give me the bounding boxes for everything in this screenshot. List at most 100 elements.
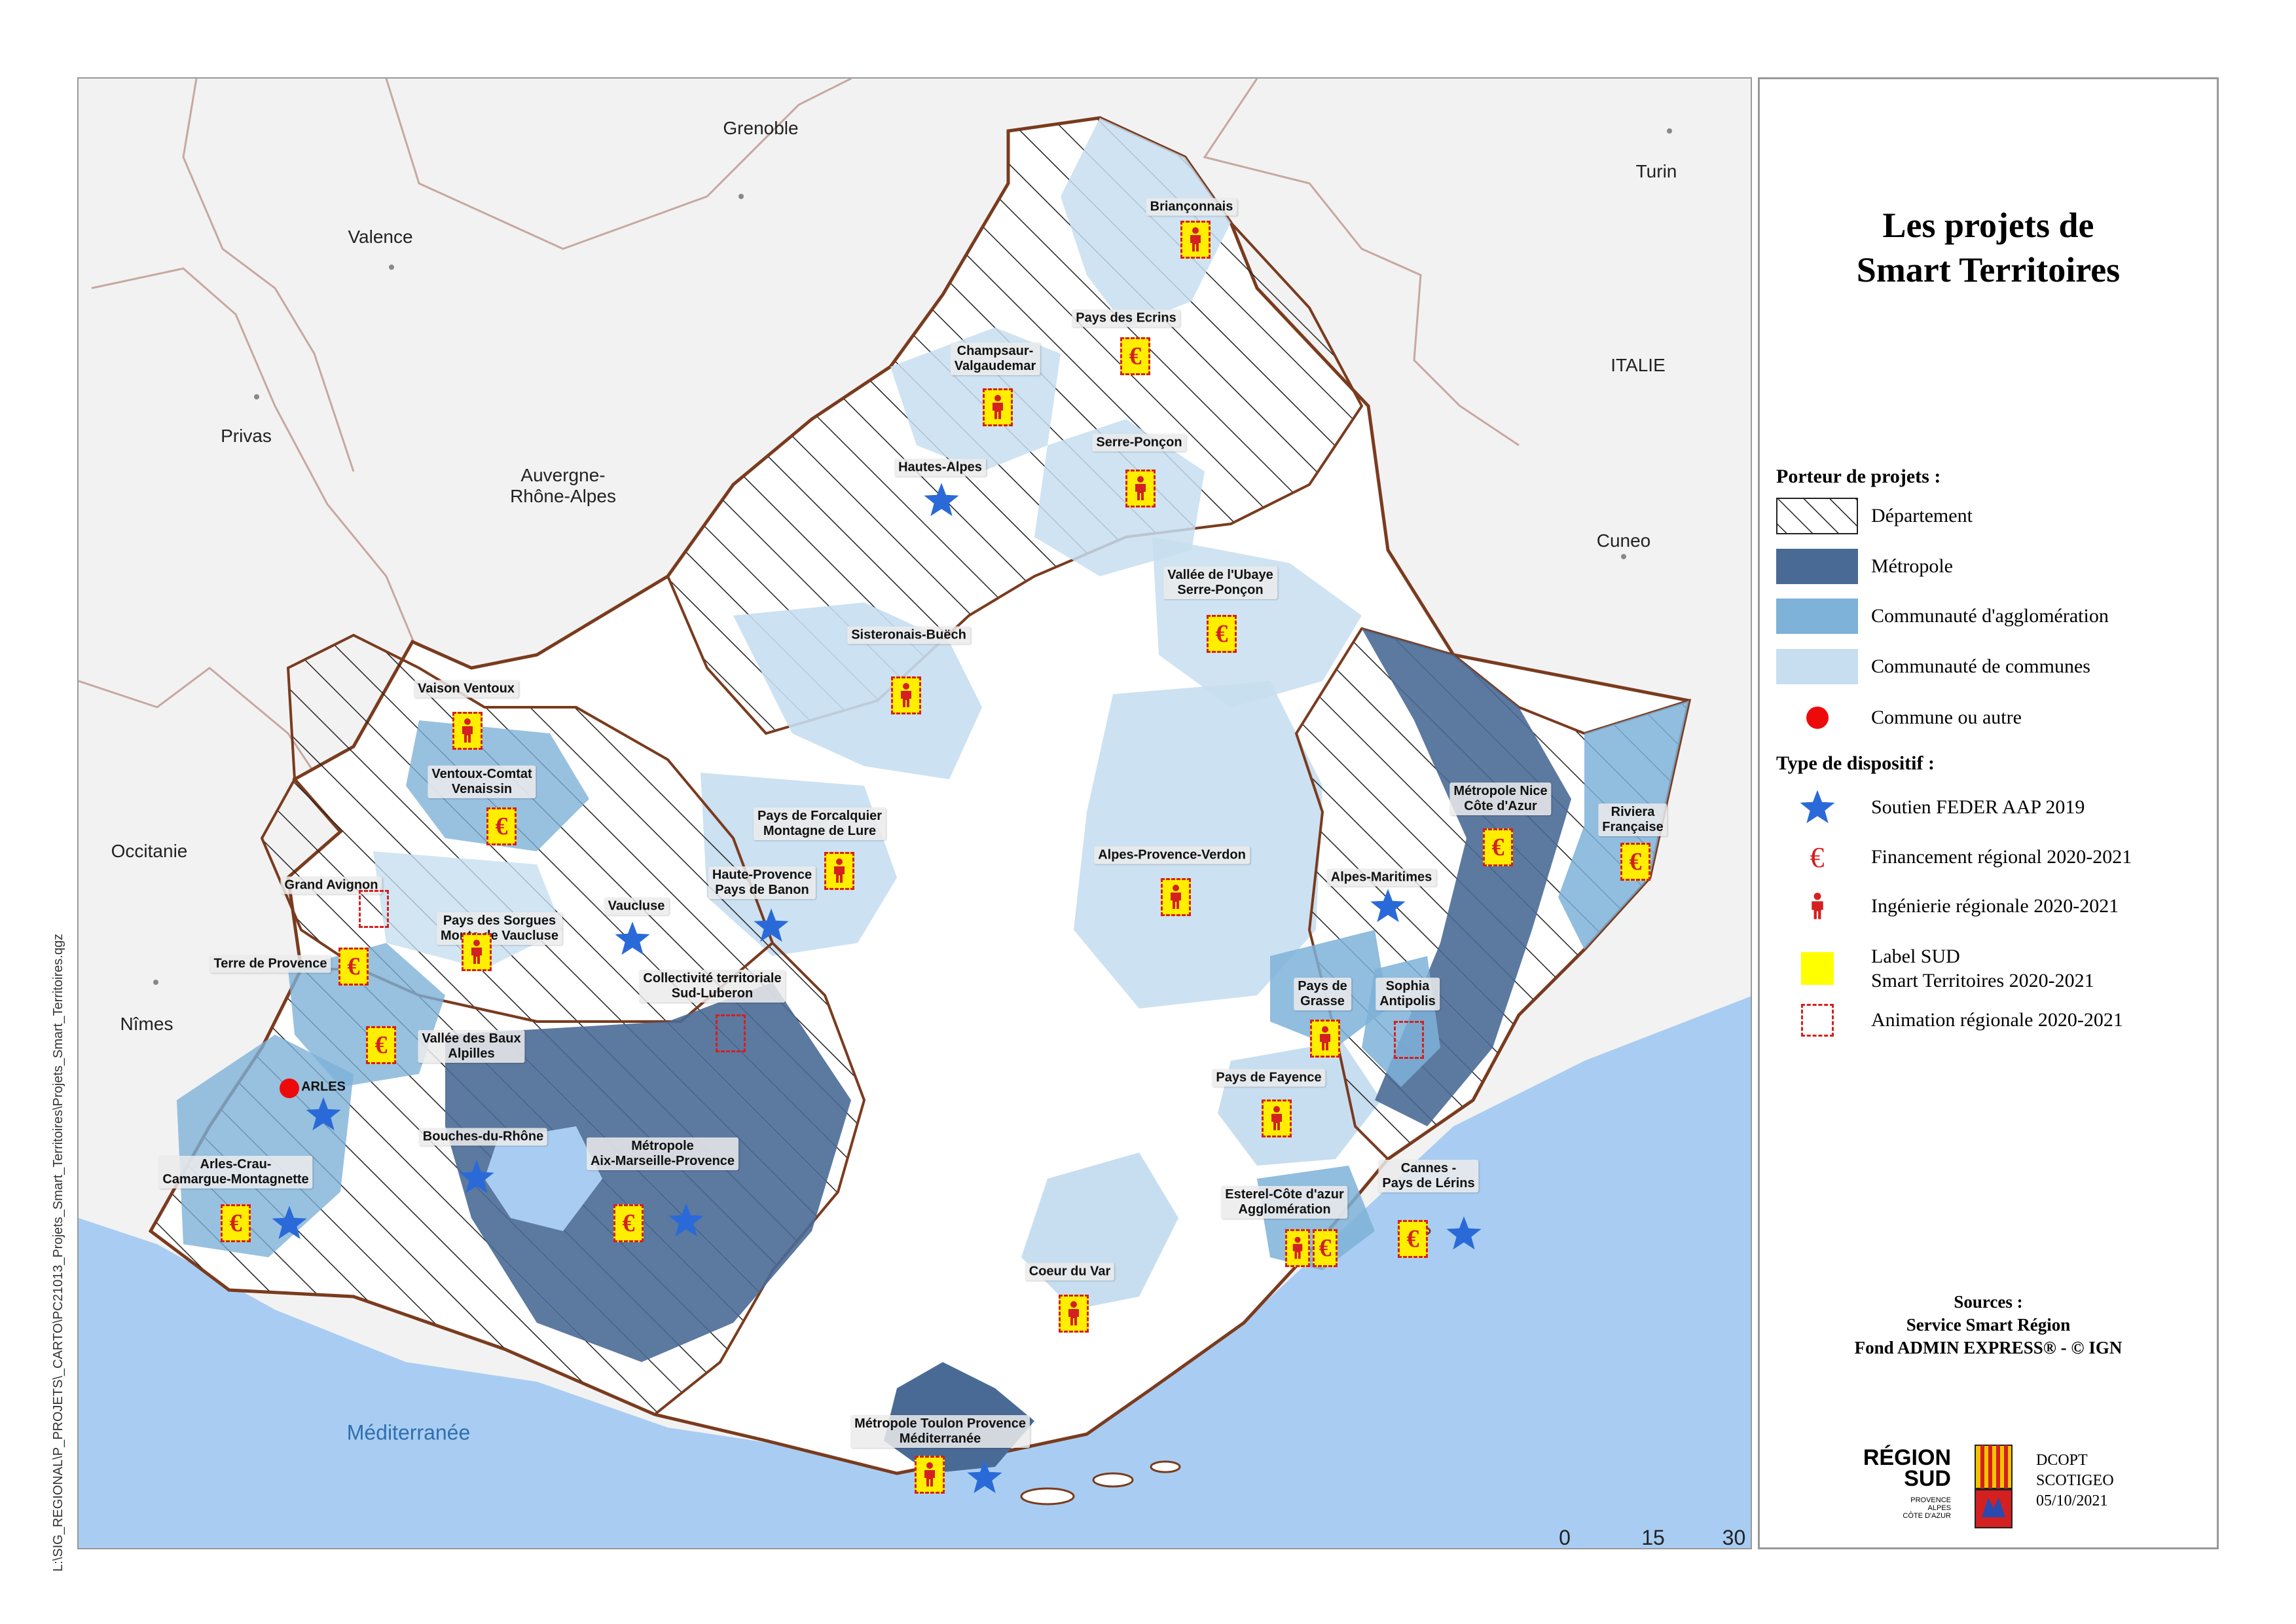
city-marker xyxy=(254,394,259,399)
territory-label[interactable]: Pays de Forcalquier Montagne de Lure xyxy=(753,807,886,840)
person-icon[interactable] xyxy=(1125,470,1156,507)
territory-label[interactable]: Alpes-Provence-Verdon xyxy=(1094,846,1250,864)
city-marker xyxy=(738,194,744,199)
euro-icon[interactable]: € xyxy=(1620,843,1650,881)
dashed-square-icon[interactable] xyxy=(716,1014,746,1052)
territory-label[interactable]: Haute-Provence Pays de Banon xyxy=(708,866,816,899)
star-icon[interactable] xyxy=(270,1204,308,1242)
star-icon[interactable] xyxy=(613,920,651,958)
territory-label[interactable]: Sophia Antipolis xyxy=(1376,978,1440,1010)
territory-label[interactable]: Vallée des Baux Alpilles xyxy=(418,1030,525,1063)
territory-label[interactable]: Coeur du Var xyxy=(1025,1263,1115,1281)
color-swatch xyxy=(1776,549,1858,584)
dashed-square-icon[interactable] xyxy=(1394,1021,1424,1059)
logo-subtitle: PROVENCE ALPES CÔTE D'AZUR xyxy=(1903,1496,1951,1521)
legend-label: Label SUD Smart Territoires 2020-2021 xyxy=(1871,945,2094,992)
euro-icon[interactable]: € xyxy=(1398,1220,1428,1258)
legend-label: Communauté de communes xyxy=(1871,655,2090,678)
person-icon[interactable] xyxy=(983,388,1013,426)
scale-tick-label: 15 xyxy=(1641,1526,1665,1549)
euro-icon[interactable]: € xyxy=(1207,615,1237,653)
map-frame[interactable]: Grenoble Valence Privas Auvergne- Rhône-… xyxy=(77,77,1752,1549)
territory-label[interactable]: Ventoux-Comtat Venaissin xyxy=(428,766,536,798)
star-icon[interactable] xyxy=(1445,1215,1483,1253)
person-icon[interactable] xyxy=(1310,1020,1340,1058)
legend-item: Département xyxy=(1776,496,2202,536)
sources: Sources : Service Smart Région Fond ADMI… xyxy=(1854,1292,2123,1358)
person-icon[interactable] xyxy=(915,1456,945,1494)
city-marker xyxy=(389,265,394,270)
territory-label[interactable]: Vaison Ventoux xyxy=(414,680,519,698)
legend-label: Département xyxy=(1871,505,1973,527)
territory-label[interactable]: Pays des Sorgues Monts de Vaucluse xyxy=(436,912,563,945)
territory-label[interactable]: ARLES xyxy=(301,1079,346,1094)
euro-icon[interactable]: € xyxy=(1120,337,1150,375)
person-icon[interactable] xyxy=(462,933,492,971)
legend-item: Label SUD Smart Territoires 2020-2021 xyxy=(1776,942,2202,995)
legend-label: Commune ou autre xyxy=(1871,707,2022,729)
person-icon[interactable] xyxy=(452,712,483,750)
territory-label[interactable]: Arles-Crau- Camargue-Montagnette xyxy=(158,1156,313,1189)
commune-arles-marker[interactable] xyxy=(280,1079,299,1098)
region-occitanie: Occitanie xyxy=(111,841,188,861)
territory-label[interactable]: Champsaur- Valgaudemar xyxy=(950,342,1040,375)
legend-item: Ingénierie régionale 2020-2021 xyxy=(1776,887,2202,926)
legend-item: Métropole xyxy=(1776,547,2202,586)
star-icon[interactable] xyxy=(304,1096,342,1134)
territory-label[interactable]: Métropole Toulon Provence Méditerranée xyxy=(850,1415,1030,1448)
scale-bar: 0 15 30 km xyxy=(1558,1526,1748,1549)
territory-label[interactable]: Briançonnais xyxy=(1146,198,1237,216)
person-icon[interactable] xyxy=(824,852,854,890)
star-icon[interactable] xyxy=(966,1458,1004,1496)
person-icon[interactable] xyxy=(1059,1295,1089,1333)
territory-label[interactable]: Sisteronais-Buëch xyxy=(847,626,970,644)
euro-icon: € xyxy=(1810,841,1825,874)
city-grenoble: Grenoble xyxy=(723,118,799,138)
country-italie: ITALIE xyxy=(1611,355,1666,375)
person-icon[interactable] xyxy=(1180,221,1211,259)
city-turin: Turin xyxy=(1635,161,1677,181)
euro-icon[interactable]: € xyxy=(366,1026,396,1064)
sea-area xyxy=(79,996,1751,1548)
star-icon[interactable] xyxy=(752,907,790,945)
territory-label[interactable]: Serre-Ponçon xyxy=(1092,434,1186,452)
hatch-swatch-icon xyxy=(1776,498,1858,534)
territory-label[interactable]: Riviera Française xyxy=(1598,803,1667,836)
territory-label[interactable]: Métropole Nice Côte d'Azur xyxy=(1449,783,1552,815)
euro-icon[interactable]: € xyxy=(338,948,369,986)
territory-label[interactable]: Pays des Ecrins xyxy=(1072,309,1180,327)
city-cuneo: Cuneo xyxy=(1596,530,1651,551)
territory-label[interactable]: Alpes-Maritimes xyxy=(1326,868,1436,887)
territory-label[interactable]: Terre de Provence xyxy=(210,955,331,973)
territory-label[interactable]: Métropole Aix-Marseille-Provence xyxy=(586,1137,739,1170)
euro-icon[interactable]: € xyxy=(613,1204,644,1242)
euro-icon[interactable]: € xyxy=(1313,1229,1338,1267)
dashed-square-icon[interactable] xyxy=(359,890,389,928)
territory-label[interactable]: Vallée de l'Ubaye Serre-Ponçon xyxy=(1163,566,1277,599)
person-icon[interactable] xyxy=(1262,1099,1292,1137)
euro-icon[interactable]: € xyxy=(221,1204,251,1242)
person-icon[interactable] xyxy=(1285,1229,1310,1267)
territory-label[interactable]: Vaucluse xyxy=(604,897,669,915)
legend-heading-porteur: Porteur de projets : xyxy=(1776,466,1941,487)
euro-icon[interactable]: € xyxy=(486,807,517,845)
map-title: Les projets de Smart Territoires xyxy=(1856,206,2121,289)
person-icon[interactable] xyxy=(891,676,921,714)
territory-label[interactable]: Pays de Fayence xyxy=(1212,1069,1326,1087)
star-icon[interactable] xyxy=(922,481,960,519)
star-icon[interactable] xyxy=(458,1158,496,1196)
legend-item: Commune ou autre xyxy=(1776,698,2202,737)
territory-label[interactable]: Bouches-du-Rhône xyxy=(418,1128,548,1146)
star-icon[interactable] xyxy=(667,1202,705,1240)
legend-item: Animation régionale 2020-2021 xyxy=(1776,1001,2202,1040)
territory-label[interactable]: Collectivité territoriale Sud-Luberon xyxy=(639,970,786,1003)
territory-label[interactable]: Esterel-Côte d'azur Agglomération xyxy=(1221,1186,1348,1219)
legend-item: Communauté de communes xyxy=(1776,647,2202,686)
territory-label[interactable]: Cannes - Pays de Lérins xyxy=(1378,1160,1479,1192)
territory-label[interactable]: Pays de Grasse xyxy=(1294,978,1351,1010)
city-marker xyxy=(1621,554,1626,559)
territory-label[interactable]: Hautes-Alpes xyxy=(894,458,986,477)
euro-icon[interactable]: € xyxy=(1483,828,1513,866)
star-icon[interactable] xyxy=(1369,887,1407,925)
person-icon[interactable] xyxy=(1161,878,1191,916)
